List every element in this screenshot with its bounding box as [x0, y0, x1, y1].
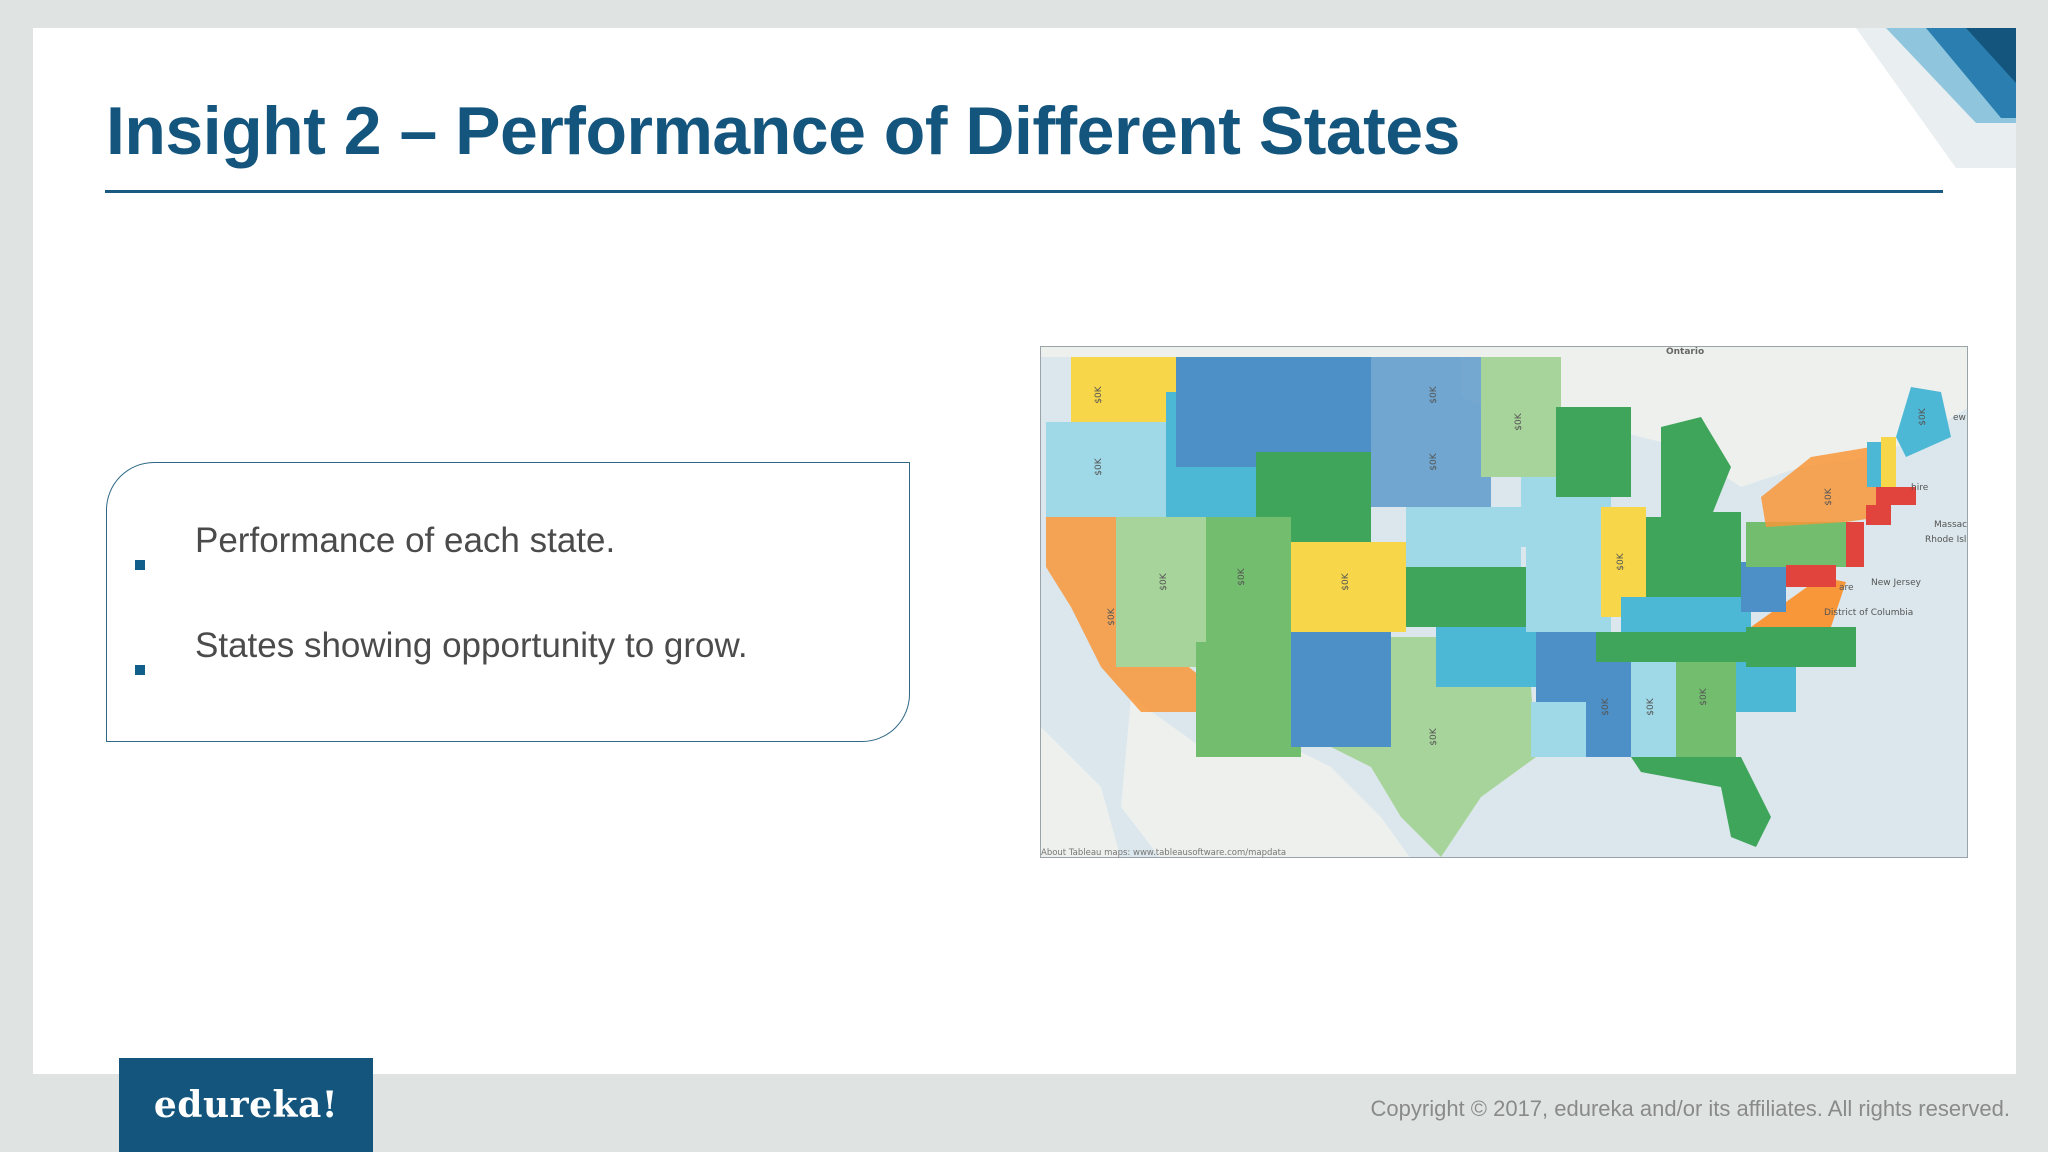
map-label-rhode-island: Rhode Isl: [1925, 535, 1966, 545]
state-kentucky[interactable]: [1621, 597, 1751, 632]
state-value-label: $0K: [1429, 385, 1439, 403]
state-new-hampshire[interactable]: [1881, 437, 1896, 487]
state-georgia[interactable]: [1676, 662, 1736, 757]
bullet-marker: [135, 560, 145, 570]
state-maryland[interactable]: [1786, 565, 1836, 587]
slide: Insight 2 – Performance of Different Sta…: [33, 28, 2016, 1074]
state-kansas[interactable]: [1406, 567, 1526, 627]
us-states-map[interactable]: $0K $0K $0K $0K $0K $0K $0K $0K $0K $0K …: [1040, 346, 1968, 858]
state-new-mexico[interactable]: [1291, 632, 1391, 747]
state-oklahoma[interactable]: [1436, 627, 1536, 687]
map-label-massachusetts: Massac: [1934, 520, 1967, 530]
state-wisconsin[interactable]: [1556, 407, 1631, 497]
map-label-new-jersey: New Jersey: [1871, 578, 1922, 588]
state-connecticut[interactable]: [1866, 505, 1891, 525]
state-vermont[interactable]: [1867, 442, 1881, 487]
state-tennessee[interactable]: [1596, 632, 1756, 662]
state-south-carolina[interactable]: [1736, 662, 1796, 712]
bullet-text: States showing opportunity to grow.: [195, 626, 748, 665]
state-alabama[interactable]: [1631, 662, 1676, 757]
state-value-label: $0K: [1094, 457, 1104, 475]
state-massachusetts[interactable]: [1876, 487, 1916, 505]
state-nebraska[interactable]: [1406, 507, 1521, 567]
edureka-logo: edureka!: [119, 1058, 373, 1152]
title-underline: [105, 190, 1943, 193]
state-missouri[interactable]: [1526, 547, 1611, 632]
state-montana[interactable]: [1176, 357, 1371, 467]
map-svg: $0K $0K $0K $0K $0K $0K $0K $0K $0K $0K …: [1041, 347, 1967, 858]
state-value-label: $0K: [1107, 607, 1117, 625]
map-label-maine: ew: [1953, 413, 1966, 423]
state-michigan[interactable]: [1661, 417, 1731, 517]
bullet-marker: [135, 665, 145, 675]
state-value-label: $0K: [1918, 407, 1928, 425]
state-value-label: $0K: [1159, 572, 1169, 590]
map-attribution[interactable]: About Tableau maps: www.tableausoftware.…: [1041, 848, 1286, 858]
state-west-virginia[interactable]: [1741, 562, 1786, 612]
state-value-label: $0K: [1429, 727, 1439, 745]
corner-decoration: [1856, 28, 2016, 168]
state-new-york[interactable]: [1761, 447, 1881, 527]
state-north-dakota[interactable]: [1371, 357, 1486, 427]
slide-title: Insight 2 – Performance of Different Sta…: [106, 93, 1460, 169]
state-north-carolina[interactable]: [1746, 627, 1856, 667]
state-value-label: $0K: [1824, 487, 1834, 505]
state-value-label: $0K: [1094, 385, 1104, 403]
state-south-dakota[interactable]: [1371, 427, 1491, 507]
state-oregon[interactable]: [1046, 422, 1166, 517]
state-mississippi[interactable]: [1586, 662, 1631, 757]
logo-text: edureka!: [153, 1084, 339, 1126]
state-value-label: $0K: [1341, 572, 1351, 590]
state-maine[interactable]: [1896, 387, 1951, 457]
state-value-label: $0K: [1646, 697, 1656, 715]
map-label-delaware: are: [1839, 583, 1854, 593]
map-label-new-hampshire: hire: [1911, 483, 1929, 493]
state-ohio[interactable]: [1686, 512, 1741, 597]
state-indiana[interactable]: [1646, 517, 1686, 607]
state-colorado[interactable]: [1291, 542, 1406, 632]
map-label-ontario: Ontario: [1666, 347, 1704, 357]
copyright-text: Copyright © 2017, edureka and/or its aff…: [1370, 1096, 2010, 1121]
bullet-text: Performance of each state.: [195, 521, 616, 560]
state-arizona[interactable]: [1196, 642, 1301, 757]
state-value-label: $0K: [1237, 567, 1247, 585]
state-value-label: $0K: [1616, 552, 1626, 570]
state-texas[interactable]: [1331, 637, 1536, 857]
state-value-label: $0K: [1514, 412, 1524, 430]
state-value-label: $0K: [1601, 697, 1611, 715]
state-virginia[interactable]: [1751, 577, 1846, 627]
state-new-jersey[interactable]: [1846, 522, 1864, 567]
state-pennsylvania[interactable]: [1746, 522, 1846, 567]
state-value-label: $0K: [1429, 452, 1439, 470]
state-value-label: $0K: [1699, 687, 1709, 705]
state-minnesota[interactable]: [1481, 357, 1561, 477]
state-utah[interactable]: [1206, 517, 1291, 642]
state-florida[interactable]: [1631, 757, 1771, 847]
bullet-box: Performance of each state. States showin…: [106, 462, 910, 742]
map-label-dc: District of Columbia: [1824, 608, 1913, 618]
